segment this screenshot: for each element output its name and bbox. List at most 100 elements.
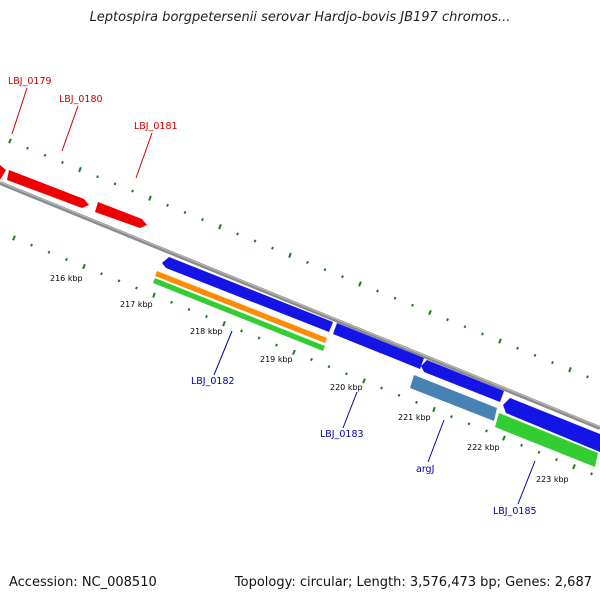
inner-tick <box>82 263 86 270</box>
outer-tick <box>306 260 309 264</box>
outer-tick <box>323 268 327 272</box>
outer-tick <box>78 166 82 173</box>
leader-lbj0185 <box>517 460 536 505</box>
inner-tick <box>415 400 418 404</box>
tick-label-223: 223 kbp <box>536 475 569 484</box>
inner-tick <box>502 435 506 441</box>
outer-tick <box>463 325 467 329</box>
outer-tick <box>271 246 274 250</box>
tick-label-218: 218 kbp <box>190 327 223 336</box>
outer-tick <box>376 289 379 293</box>
outer-tick <box>8 138 12 144</box>
outer-tick <box>411 303 414 307</box>
tick-label-222: 222 kbp <box>467 443 500 452</box>
accession-label: Accession: NC_008510 <box>9 575 157 590</box>
leader-lbj0183 <box>342 391 358 429</box>
tick-label-221: 221 kbp <box>398 413 431 422</box>
inner-tick <box>450 415 453 419</box>
gene-label-lbj0180[interactable]: LBJ_0180 <box>59 94 103 105</box>
inner-tick <box>397 393 401 397</box>
backbone-highlight <box>0 181 600 428</box>
inner-tick <box>467 422 471 426</box>
inner-tick <box>30 243 33 247</box>
leader-lbj0180 <box>61 105 79 152</box>
inner-tick <box>65 257 68 261</box>
outer-tick <box>288 252 292 258</box>
outer-tick <box>96 175 99 179</box>
gene-arrow-blue-right[interactable] <box>503 398 600 452</box>
inner-tick <box>12 235 16 241</box>
gene-arrow-lbj0180[interactable] <box>7 170 89 208</box>
inner-tick <box>275 343 278 347</box>
leader-lbj0179 <box>11 87 28 135</box>
leader-lbj0181 <box>135 132 153 179</box>
map-title: Leptospira borgpetersenii serovar Hardjo… <box>89 10 511 25</box>
gene-label-lbj0181[interactable]: LBJ_0181 <box>134 121 178 132</box>
outer-tick <box>183 210 187 214</box>
inner-tick <box>362 378 366 384</box>
inner-tick <box>222 321 226 327</box>
inner-tick <box>380 386 383 390</box>
inner-tick <box>590 472 593 476</box>
inner-tick <box>135 286 138 290</box>
gene-arrow-left-edge[interactable] <box>0 165 6 180</box>
outer-tick <box>43 153 47 157</box>
outer-tick <box>568 367 572 373</box>
inner-tick <box>432 406 436 413</box>
outer-tick <box>341 275 344 279</box>
genome-stats-label: Topology: circular; Length: 3,576,473 bp… <box>234 575 592 590</box>
tick-label-219: 219 kbp <box>260 355 293 364</box>
inner-tick <box>152 292 156 298</box>
outer-tick <box>236 232 239 236</box>
outer-tick <box>201 218 204 222</box>
gene-label-lbj0179[interactable]: LBJ_0179 <box>8 76 52 87</box>
gene-bar-orange[interactable] <box>155 271 327 343</box>
gene-label-lbj0183[interactable]: LBJ_0183 <box>320 429 364 440</box>
gene-arrow-blue-mid[interactable] <box>421 360 504 402</box>
gene-arrow-lbj0183[interactable] <box>333 323 424 369</box>
gene-bar-green-lbj0182[interactable] <box>153 278 325 351</box>
inner-tick <box>170 300 173 304</box>
inner-tick <box>100 272 103 276</box>
inner-tick <box>327 365 331 369</box>
outer-tick <box>148 195 152 201</box>
outer-tick <box>498 338 502 344</box>
outer-tick <box>26 146 29 150</box>
gene-bar-argj[interactable] <box>410 375 497 421</box>
inner-tick <box>257 336 261 340</box>
inner-tick <box>187 307 191 311</box>
inner-tick <box>555 458 558 462</box>
gene-arrow-lbj0181[interactable] <box>95 202 147 228</box>
tick-label-220: 220 kbp <box>330 383 363 392</box>
gene-bar-green-lbj0185[interactable] <box>495 413 598 467</box>
inner-tick <box>47 250 51 254</box>
outer-tick <box>428 309 432 316</box>
inner-tick <box>485 429 488 433</box>
inner-tick <box>292 349 296 355</box>
gene-label-argj[interactable]: argJ <box>416 464 434 475</box>
inner-tick <box>240 329 243 333</box>
gene-label-lbj0185[interactable]: LBJ_0185 <box>493 506 537 517</box>
inner-tick <box>537 450 541 454</box>
backbone-line <box>0 181 600 430</box>
inner-tick <box>117 279 121 283</box>
inner-tick <box>520 443 523 447</box>
leader-lbj0182 <box>213 330 233 376</box>
outer-tick <box>131 189 134 193</box>
leader-argj <box>427 419 445 463</box>
outer-tick <box>113 182 117 186</box>
outer-tick <box>166 203 169 207</box>
outer-tick <box>516 346 519 350</box>
outer-tick <box>358 281 362 287</box>
outer-tick <box>551 361 554 365</box>
outer-tick <box>393 296 397 300</box>
outer-tick <box>481 332 484 336</box>
inner-tick <box>310 357 313 361</box>
outer-tick <box>446 318 449 322</box>
inner-tick <box>205 315 208 319</box>
inner-tick-ring <box>12 235 593 476</box>
outer-tick <box>586 375 589 379</box>
gene-arrow-lbj0182-blue[interactable] <box>162 257 333 332</box>
gene-label-lbj0182[interactable]: LBJ_0182 <box>191 376 235 387</box>
